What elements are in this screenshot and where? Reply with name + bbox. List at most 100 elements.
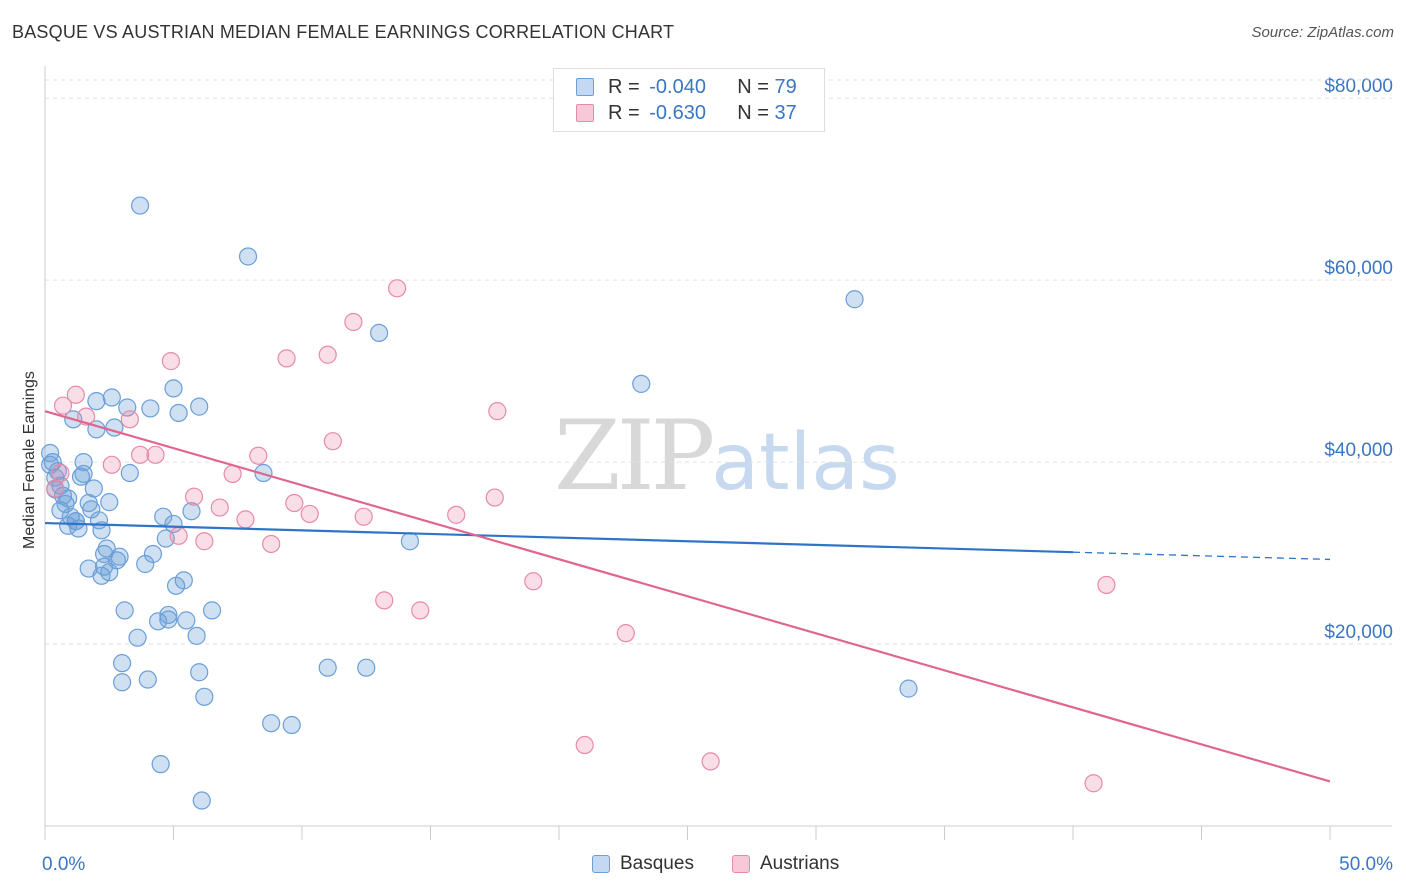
point-basques bbox=[318, 658, 337, 677]
point-basques bbox=[141, 399, 160, 418]
point-basques bbox=[202, 601, 222, 620]
x-tick-label-right: 50.0% bbox=[1339, 854, 1393, 875]
point-basques bbox=[238, 247, 258, 266]
watermark-atlas: atlas bbox=[711, 418, 900, 508]
bottom-legend-label-austrians: Austrians bbox=[760, 853, 840, 874]
y-tick-label: $20,000 bbox=[1324, 622, 1393, 643]
bottom-legend-austrians: Austrians bbox=[732, 852, 839, 876]
point-austrians bbox=[184, 487, 204, 506]
point-austrians bbox=[354, 507, 373, 526]
point-basques bbox=[112, 654, 132, 673]
point-austrians bbox=[616, 624, 635, 643]
point-basques bbox=[164, 514, 183, 534]
point-austrians bbox=[387, 279, 407, 298]
point-basques bbox=[136, 554, 155, 574]
point-basques bbox=[100, 493, 119, 512]
point-basques bbox=[192, 791, 211, 810]
point-basques bbox=[190, 397, 209, 416]
point-basques bbox=[370, 323, 389, 343]
point-austrians bbox=[323, 432, 342, 451]
point-basques bbox=[845, 290, 864, 309]
point-austrians bbox=[249, 446, 268, 465]
point-basques bbox=[84, 479, 103, 498]
y-tick-label: $60,000 bbox=[1324, 258, 1393, 279]
point-basques bbox=[110, 547, 129, 566]
point-austrians bbox=[300, 504, 319, 524]
point-basques bbox=[400, 532, 420, 551]
point-austrians bbox=[169, 526, 188, 545]
bottom-legend-basques: Basques bbox=[592, 852, 694, 876]
point-austrians bbox=[210, 498, 229, 517]
point-austrians bbox=[195, 532, 214, 551]
legend-r-label-austrians: R = bbox=[608, 101, 646, 124]
point-basques bbox=[187, 626, 206, 645]
point-basques bbox=[115, 601, 134, 620]
y-tick-label: $40,000 bbox=[1324, 440, 1393, 461]
point-austrians bbox=[318, 345, 337, 364]
watermark: ZIPatlas bbox=[554, 400, 900, 512]
point-basques bbox=[177, 611, 196, 630]
point-basques bbox=[102, 388, 121, 407]
legend-n-label-basques: N = bbox=[737, 75, 775, 98]
point-basques bbox=[899, 679, 918, 698]
point-basques bbox=[190, 663, 209, 682]
point-austrians bbox=[102, 455, 121, 474]
point-basques bbox=[120, 463, 139, 483]
point-basques bbox=[66, 512, 85, 531]
source-label: Source: ZipAtlas.com bbox=[1251, 24, 1394, 41]
point-austrians bbox=[447, 505, 466, 524]
point-austrians bbox=[120, 410, 139, 429]
point-basques bbox=[112, 673, 132, 692]
legend-n-value-austrians: 37 bbox=[774, 101, 797, 124]
bottom-legend-swatch-basques bbox=[592, 855, 610, 873]
bottom-legend-swatch-austrians bbox=[732, 855, 750, 873]
point-basques bbox=[130, 196, 150, 215]
point-basques bbox=[174, 571, 193, 590]
point-austrians bbox=[485, 488, 504, 507]
point-austrians bbox=[262, 534, 281, 554]
point-basques bbox=[92, 521, 111, 540]
legend-swatch-austrians bbox=[576, 104, 594, 122]
point-austrians bbox=[277, 349, 296, 368]
x-tick-label-left: 0.0% bbox=[42, 854, 85, 875]
point-basques bbox=[151, 755, 170, 774]
point-austrians bbox=[488, 402, 507, 421]
watermark-zip: ZIP bbox=[554, 400, 715, 512]
point-basques bbox=[164, 379, 183, 398]
trendline-basques bbox=[44, 521, 1074, 554]
point-basques bbox=[357, 658, 376, 677]
point-basques bbox=[74, 452, 93, 472]
point-basques bbox=[100, 563, 119, 582]
point-basques bbox=[143, 544, 163, 564]
legend-r-value-austrians: -0.630 bbox=[649, 101, 706, 124]
trendline-austrians bbox=[44, 410, 1331, 783]
point-basques bbox=[71, 467, 91, 486]
legend-n-label-austrians: N = bbox=[737, 101, 775, 124]
point-basques bbox=[632, 374, 651, 393]
bottom-legend-label-basques: Basques bbox=[620, 853, 694, 874]
point-basques bbox=[97, 539, 116, 558]
point-austrians bbox=[575, 735, 594, 755]
legend-swatch-basques bbox=[576, 78, 594, 96]
legend-row-basques: R = -0.040 N = 79 bbox=[576, 75, 797, 99]
point-basques bbox=[169, 403, 188, 423]
point-basques bbox=[195, 687, 214, 706]
point-basques bbox=[128, 628, 147, 647]
point-austrians bbox=[146, 445, 165, 464]
point-basques bbox=[51, 476, 70, 495]
point-austrians bbox=[411, 601, 430, 620]
legend-r-value-basques: -0.040 bbox=[649, 75, 706, 98]
point-basques bbox=[87, 392, 106, 411]
point-basques bbox=[282, 715, 301, 735]
legend-r-label-basques: R = bbox=[608, 75, 646, 98]
point-austrians bbox=[51, 463, 70, 483]
point-austrians bbox=[53, 396, 73, 415]
point-austrians bbox=[161, 352, 181, 371]
chart-title: BASQUE VS AUSTRIAN MEDIAN FEMALE EARNING… bbox=[12, 22, 675, 42]
point-basques bbox=[138, 670, 157, 689]
point-austrians bbox=[236, 510, 255, 529]
y-tick-label: $80,000 bbox=[1324, 76, 1393, 97]
point-austrians bbox=[1084, 774, 1103, 793]
point-austrians bbox=[130, 445, 150, 464]
